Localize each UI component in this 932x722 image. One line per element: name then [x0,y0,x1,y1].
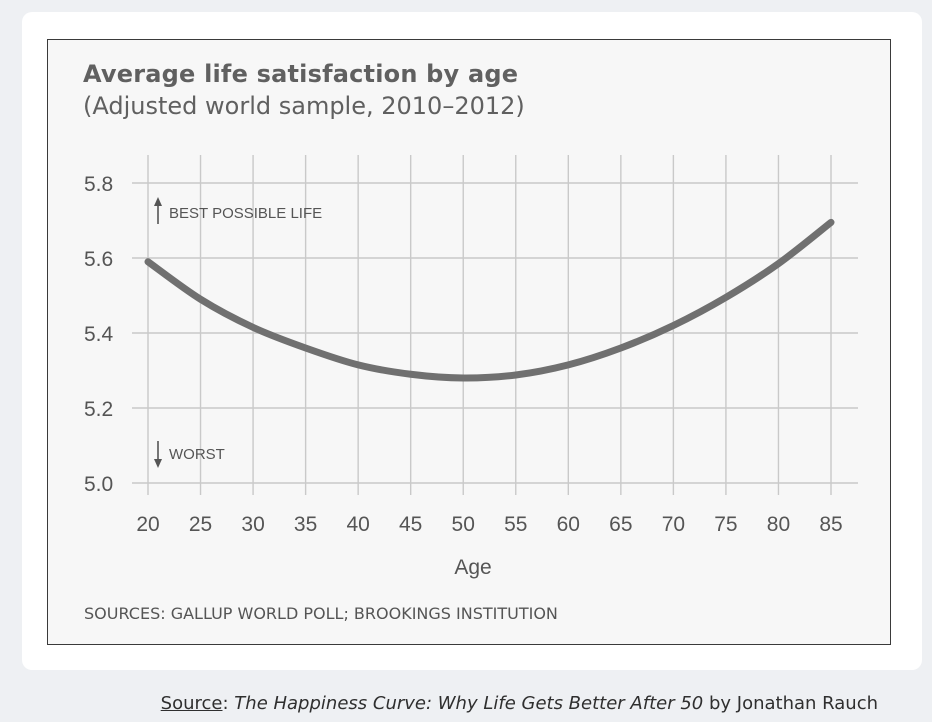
x-tick-label: 25 [189,513,212,536]
x-tick-label: 50 [452,513,475,536]
x-tick-label: 45 [399,513,422,536]
down-arrowhead-icon [154,459,162,468]
x-tick-label: 20 [136,513,159,536]
caption: Source: The Happiness Curve: Why Life Ge… [0,693,932,714]
y-tick-label: 5.4 [84,323,114,346]
chart-figure [47,39,891,645]
x-axis-label: Age [454,556,491,579]
x-tick-label: 70 [662,513,685,536]
x-tick-label: 35 [294,513,317,536]
y-tick-label: 5.0 [84,473,113,496]
chart-subtitle: (Adjusted world sample, 2010–2012) [83,92,525,120]
x-tick-label: 75 [714,513,737,536]
chart-title: Average life satisfaction by age [83,60,519,88]
x-tick-label: 40 [346,513,369,536]
y-tick-label: 5.6 [84,248,113,271]
annotation-best-possible-life: BEST POSSIBLE LIFE [169,205,322,222]
book-title: The Happiness Curve: Why Life Gets Bette… [234,693,704,714]
caption-separator: : [222,693,235,714]
source-link[interactable]: Source [160,693,223,714]
x-tick-label: 60 [557,513,580,536]
x-tick-label: 55 [504,513,527,536]
up-arrowhead-icon [154,197,162,206]
x-tick-label: 85 [819,513,842,536]
y-tick-label: 5.2 [84,398,113,421]
x-tick-label: 80 [767,513,790,536]
x-tick-label: 30 [241,513,264,536]
caption-byline: by Jonathan Rauch [703,693,878,714]
series-line [144,218,835,382]
chart-sources: SOURCES: GALLUP WORLD POLL; BROOKINGS IN… [84,604,558,623]
annotation-worst: WORST [169,446,225,463]
y-tick-label: 5.8 [84,173,113,196]
x-tick-label: 65 [609,513,632,536]
